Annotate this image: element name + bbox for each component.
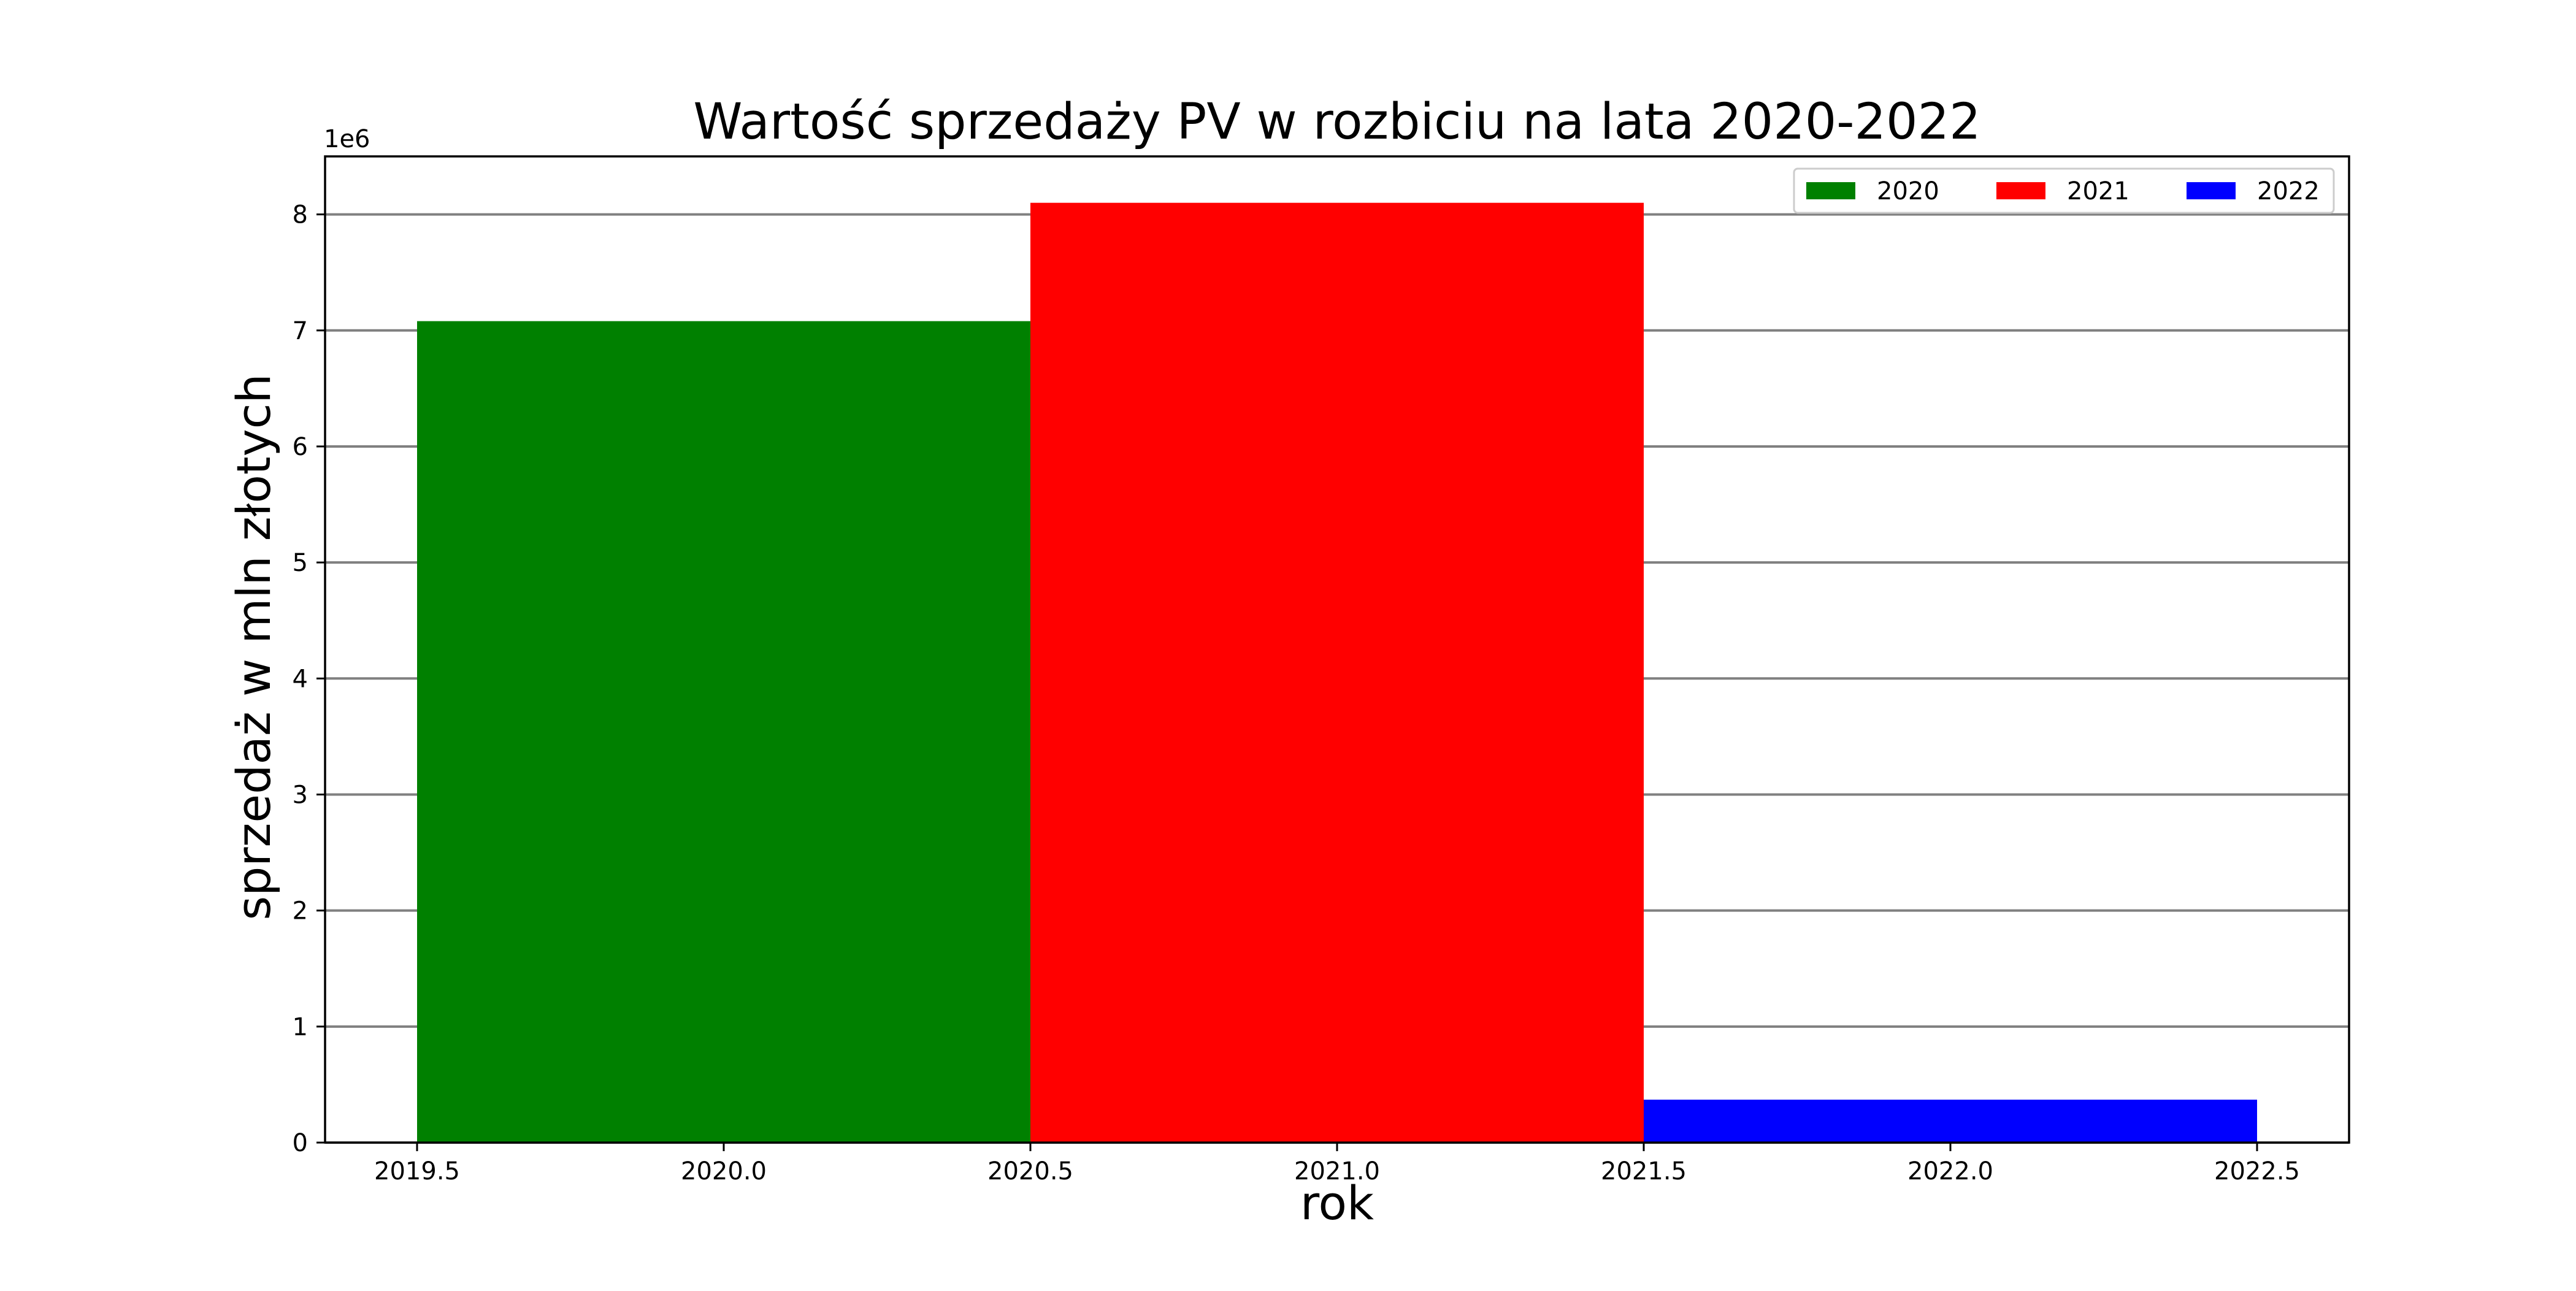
- y-tick-label-6: 6: [293, 433, 308, 461]
- x-tick-label-0: 2019.5: [374, 1157, 460, 1186]
- bars: [417, 202, 2257, 1143]
- x-tick-label-2: 2020.5: [987, 1157, 1073, 1186]
- x-tick-label-1: 2020.0: [681, 1157, 767, 1186]
- y-tick-label-0: 0: [293, 1129, 308, 1157]
- legend-label-2020: 2020: [1877, 177, 1939, 205]
- legend-box: [1793, 167, 2335, 214]
- y-axis-label: sprzedaż w mln złotych: [226, 374, 281, 920]
- legend-label-2022: 2022: [2257, 177, 2320, 205]
- x-tick-label-4: 2021.5: [1601, 1157, 1687, 1186]
- y-axis-offset-label: 1e6: [324, 125, 370, 153]
- legend: 2020 2021 2022: [1793, 167, 2335, 214]
- x-tick-label-5: 2022.0: [1907, 1157, 1993, 1186]
- y-tick-label-5: 5: [293, 549, 308, 577]
- y-tick-label-2: 2: [293, 897, 308, 925]
- bar-2021: [1030, 202, 1644, 1143]
- y-tick-label-7: 7: [293, 317, 308, 345]
- axes: 2019.5 2020.0 2020.5 2021.0 2021.5 2022.0 2022…: [293, 155, 2350, 1186]
- legend-swatch-2022: [2187, 182, 2236, 199]
- x-axis-label: rok: [1300, 1176, 1374, 1230]
- chart-title: Wartość sprzedaży PV w rozbiciu na lata …: [693, 93, 1980, 151]
- y-tick-label-3: 3: [293, 781, 308, 809]
- x-tick-label-3: 2021.0: [1294, 1157, 1380, 1186]
- bar-2020: [417, 321, 1030, 1143]
- legend-swatch-2020: [1806, 182, 1855, 199]
- legend-swatch-2021: [1996, 182, 2045, 199]
- y-tick-label-8: 8: [293, 201, 308, 229]
- y-tick-label-4: 4: [293, 665, 308, 693]
- bar-2022: [1644, 1100, 2257, 1143]
- x-tick-label-6: 2022.5: [2214, 1157, 2300, 1186]
- y-tick-label-1: 1: [293, 1013, 308, 1041]
- legend-label-2021: 2021: [2067, 177, 2129, 205]
